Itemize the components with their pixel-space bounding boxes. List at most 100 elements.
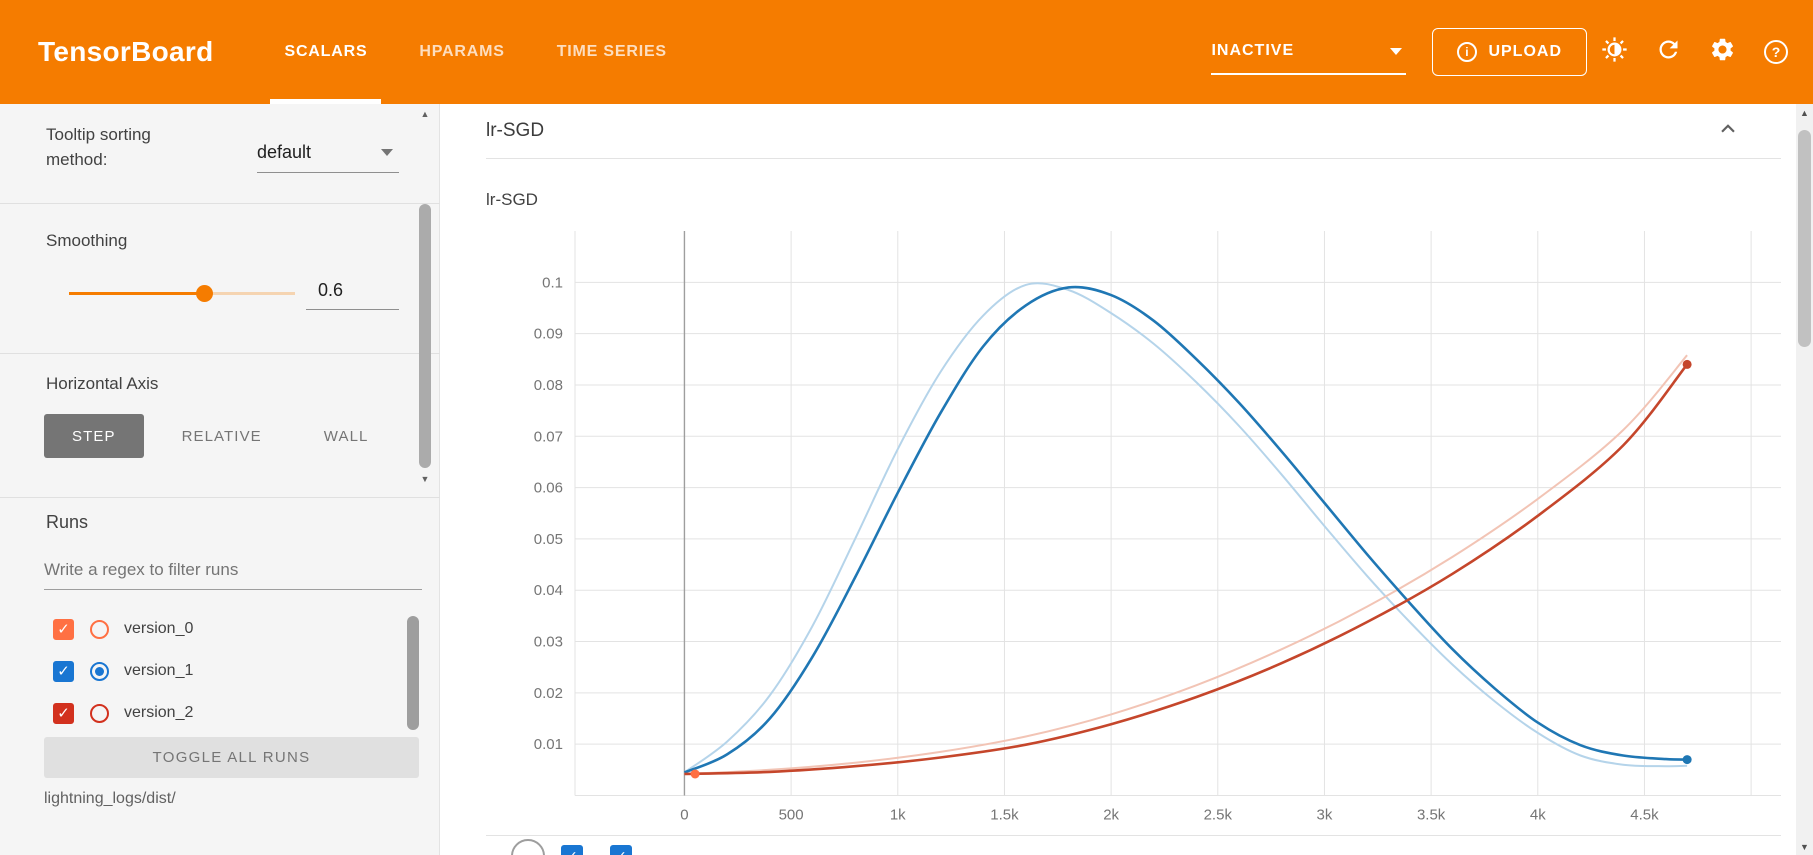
chevron-up-icon <box>1715 116 1741 147</box>
page-scrollbar-thumb[interactable] <box>1798 130 1811 347</box>
app-title: TensorBoard <box>38 36 214 67</box>
run-color-radio[interactable] <box>90 619 109 639</box>
axis-tick-labels: 0.01 0.02 0.03 0.04 0.05 0.06 0.07 0.08 0.09 0.1 0… <box>534 274 1659 823</box>
topbar-actions: INACTIVE i UPLOAD <box>1211 25 1803 79</box>
tab-scalars[interactable]: SCALARS <box>258 0 393 104</box>
svg-text:0.02: 0.02 <box>534 685 563 702</box>
svg-text:4k: 4k <box>1530 807 1546 824</box>
run-checkbox[interactable]: ✓ <box>53 702 74 724</box>
svg-text:3.5k: 3.5k <box>1417 807 1446 824</box>
run-row-version-2[interactable]: ✓ version_2 <box>44 692 404 734</box>
step-mode-button[interactable]: STEP <box>44 414 144 458</box>
run-row-version-0[interactable]: ✓ version_0 <box>44 608 404 650</box>
scrollbar-down-button[interactable]: ▼ <box>1800 841 1809 852</box>
series-version_2-end-marker <box>1682 359 1692 369</box>
run-color-radio[interactable] <box>90 703 109 723</box>
toggle-all-runs-button[interactable]: TOGGLE ALL RUNS <box>44 737 419 778</box>
settings-button[interactable] <box>1695 25 1749 79</box>
tooltip-sorting-select[interactable]: default <box>257 132 399 173</box>
series-version_0-end-marker <box>690 769 700 779</box>
check-icon: ✓ <box>57 620 70 638</box>
scrollbar-up-button[interactable]: ▲ <box>1800 107 1809 118</box>
svg-text:2.5k: 2.5k <box>1204 807 1233 824</box>
run-row-version-1[interactable]: ✓ version_1 <box>44 650 404 692</box>
refresh-button[interactable] <box>1641 25 1695 79</box>
svg-text:0.08: 0.08 <box>534 377 563 394</box>
smoothing-slider[interactable] <box>69 284 295 302</box>
run-color-radio[interactable] <box>90 661 109 681</box>
series-version_1-line <box>683 285 1688 774</box>
top-bar: TensorBoard SCALARS HPARAMS TIME SERIES … <box>0 0 1813 104</box>
relative-mode-button[interactable]: RELATIVE <box>158 414 286 458</box>
chart-series <box>683 282 1692 779</box>
data-status-value: INACTIVE <box>1211 42 1295 59</box>
run-checkbox[interactable]: ✓ <box>53 660 74 682</box>
tab-time-series[interactable]: TIME SERIES <box>556 43 667 60</box>
tab-bar: SCALARS HPARAMS TIME SERIES <box>258 0 692 104</box>
scrollbar-up-button[interactable]: ▲ <box>420 109 430 119</box>
svg-text:0.06: 0.06 <box>534 480 563 497</box>
series-version_1-end-marker <box>1682 755 1692 765</box>
svg-text:0.01: 0.01 <box>534 736 563 753</box>
svg-text:1k: 1k <box>890 807 906 824</box>
tooltip-sorting-value: default <box>257 141 312 162</box>
run-list: ✓ version_0 ✓ version_1 ✓ version_2 <box>44 608 404 734</box>
svg-text:0: 0 <box>680 807 688 824</box>
divider <box>0 353 440 354</box>
tab-hparams[interactable]: HPARAMS <box>419 43 505 60</box>
card-group-header: lr-SGD <box>486 104 1781 159</box>
help-button[interactable]: ? <box>1749 25 1803 79</box>
svg-text:3k: 3k <box>1317 807 1333 824</box>
wall-mode-button[interactable]: WALL <box>300 414 393 458</box>
collapse-group-button[interactable] <box>1713 116 1743 146</box>
tooltip-sorting-label: Tooltip sorting method: <box>46 125 151 169</box>
refresh-icon <box>1655 36 1682 68</box>
svg-text:2k: 2k <box>1103 807 1119 824</box>
scalar-line-chart[interactable]: 0.01 0.02 0.03 0.04 0.05 0.06 0.07 0.08 0.09 0.1 0… <box>441 160 1796 855</box>
upload-button[interactable]: i UPLOAD <box>1432 28 1587 76</box>
dashboard-main: lr-SGD lr-SGD 0.01 0.02 0.03 0.04 0.05 0.06 0.… <box>441 104 1796 855</box>
upload-button-label: UPLOAD <box>1488 43 1562 60</box>
svg-text:500: 500 <box>779 807 804 824</box>
card-footer-checkbox-1[interactable]: ✓ <box>561 845 583 855</box>
scrollbar-down-button[interactable]: ▼ <box>420 474 430 484</box>
svg-text:0.05: 0.05 <box>534 531 563 548</box>
divider <box>0 497 440 498</box>
runs-section-title: Runs <box>46 512 89 532</box>
series-version_2-line <box>684 363 1689 776</box>
svg-text:1.5k: 1.5k <box>990 807 1019 824</box>
page-scrollbar[interactable]: ▲ ▼ <box>1796 104 1813 855</box>
run-label: version_1 <box>124 662 194 679</box>
log-directory-label: lightning_logs/dist/ <box>44 790 176 807</box>
chart-title: lr-SGD <box>486 190 538 209</box>
card-bottom-divider <box>486 835 1781 836</box>
settings-scrollbar: ▲ ▼ <box>417 104 433 489</box>
divider <box>0 203 440 204</box>
run-label: version_0 <box>124 620 194 637</box>
scrollbar-thumb[interactable] <box>419 204 431 468</box>
chart-plot-area[interactable] <box>575 231 1781 796</box>
check-icon: ✓ <box>57 662 70 680</box>
data-status-select[interactable]: INACTIVE <box>1211 29 1407 75</box>
run-label: version_2 <box>124 704 194 721</box>
slider-thumb[interactable] <box>196 285 214 302</box>
card-group-title: lr-SGD <box>486 120 545 141</box>
check-icon: ✓ <box>57 704 70 722</box>
svg-text:0.04: 0.04 <box>534 582 563 599</box>
dark-mode-toggle-button[interactable] <box>1587 25 1641 79</box>
smoothing-label: Smoothing <box>46 231 128 250</box>
series-version_1-raw-line <box>683 282 1688 774</box>
chart-grid <box>574 231 1781 796</box>
horizontal-axis-label: Horizontal Axis <box>46 374 159 393</box>
run-checkbox[interactable]: ✓ <box>53 618 74 640</box>
svg-text:0.03: 0.03 <box>534 634 563 651</box>
svg-text:4.5k: 4.5k <box>1630 807 1659 824</box>
dropdown-caret-icon <box>381 148 393 156</box>
run-list-scrollbar-thumb[interactable] <box>407 616 419 730</box>
runs-filter-input[interactable] <box>44 554 422 590</box>
svg-text:0.09: 0.09 <box>534 326 563 343</box>
info-icon: i <box>1457 42 1478 62</box>
smoothing-value-field[interactable]: 0.6 <box>306 272 399 310</box>
card-footer-checkbox-2[interactable]: ✓ <box>610 845 632 855</box>
svg-text:0.1: 0.1 <box>542 274 563 291</box>
